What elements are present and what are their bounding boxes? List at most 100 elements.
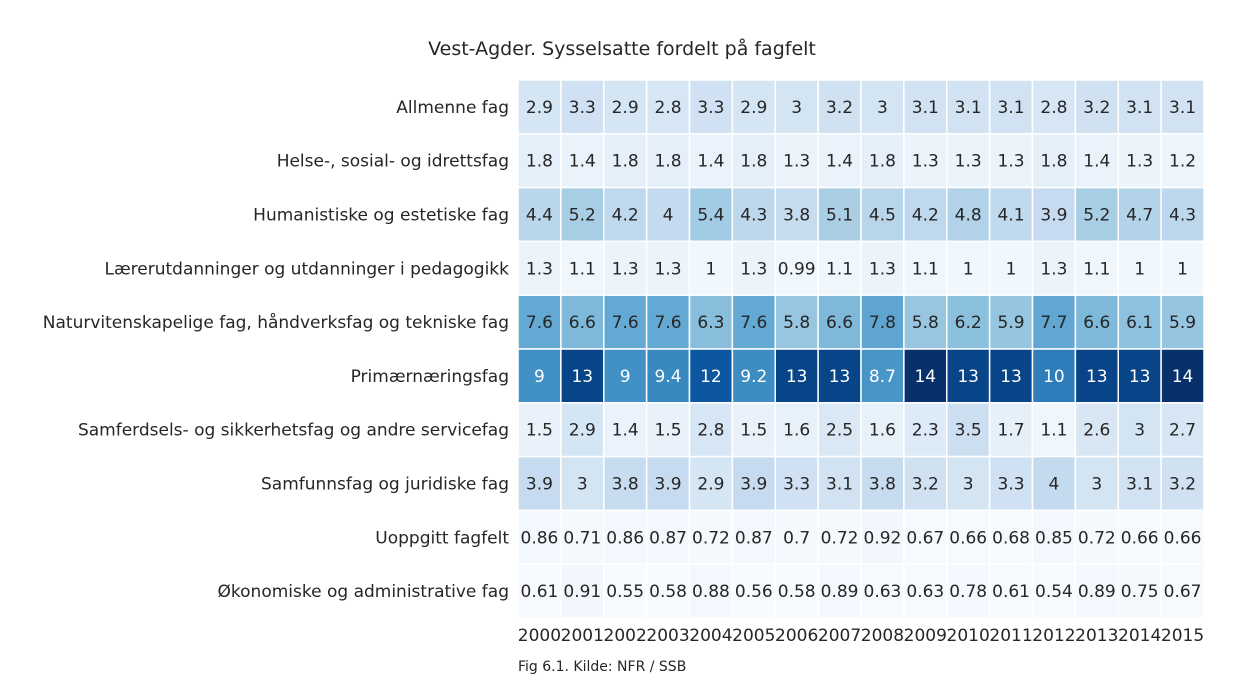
heatmap-cell xyxy=(517,79,562,135)
cell-value-label: 4.8 xyxy=(955,206,982,226)
cell-value-label: 0.72 xyxy=(821,528,859,548)
cell-value-label: 0.68 xyxy=(992,528,1030,548)
cell-value-label: 4.1 xyxy=(998,206,1025,226)
cell-value-label: 5.9 xyxy=(1169,313,1196,333)
heatmap-cell xyxy=(903,79,948,135)
cell-value-label: 6.6 xyxy=(569,313,596,333)
cell-value-label: 2.3 xyxy=(912,421,939,441)
cell-value-label: 3.3 xyxy=(998,475,1025,495)
heatmap-cell xyxy=(731,509,776,565)
cell-value-label: 2.8 xyxy=(655,98,682,118)
heatmap-cell xyxy=(731,563,776,619)
cell-value-label: 1.4 xyxy=(826,152,853,172)
cell-value-label: 0.63 xyxy=(864,582,902,602)
heatmap-cell xyxy=(1074,294,1119,350)
cell-value-label: 4.3 xyxy=(1169,206,1196,226)
cell-value-label: 14 xyxy=(914,367,936,387)
heatmap-cell xyxy=(603,563,648,619)
heatmap-cell xyxy=(903,294,948,350)
heatmap-cell xyxy=(946,509,991,565)
heatmap-cell xyxy=(688,240,734,296)
heatmap-cell xyxy=(645,455,691,512)
heatmap-cell xyxy=(688,294,734,350)
cell-value-label: 3.3 xyxy=(569,98,596,118)
heatmap-cell xyxy=(1160,294,1205,350)
heatmap-cell xyxy=(560,79,605,135)
cell-value-label: 0.91 xyxy=(563,582,601,602)
cell-value-label: 0.66 xyxy=(1164,528,1202,548)
cell-value-label: 1.4 xyxy=(569,152,596,172)
heatmap-cell xyxy=(1117,455,1162,512)
cell-value-label: 0.55 xyxy=(606,582,644,602)
heatmap-cell xyxy=(731,402,776,458)
column-label: 2011 xyxy=(989,626,1032,646)
cell-value-label: 1.3 xyxy=(783,152,810,172)
cell-value-label: 13 xyxy=(1129,367,1151,387)
heatmap-cell xyxy=(1074,509,1119,565)
cell-value-label: 4.2 xyxy=(912,206,939,226)
cell-value-label: 1.8 xyxy=(1040,152,1067,172)
cell-value-label: 1.3 xyxy=(740,259,767,279)
cell-value-label: 3.1 xyxy=(912,98,939,118)
cell-value-label: 1 xyxy=(963,259,974,279)
figure-caption: Fig 6.1. Kilde: NFR / SSB xyxy=(518,659,686,675)
cell-value-label: 3.1 xyxy=(1126,98,1153,118)
heatmap-cell xyxy=(603,133,648,189)
cell-value-label: 13 xyxy=(786,367,808,387)
cell-value-label: 1.8 xyxy=(655,152,682,172)
column-label: 2008 xyxy=(861,626,904,646)
row-label: Naturvitenskapelige fag, håndverksfag og… xyxy=(43,312,509,333)
column-label: 2007 xyxy=(818,626,861,646)
cell-value-label: 3.9 xyxy=(655,475,682,495)
cell-value-label: 4 xyxy=(1049,475,1060,495)
cell-value-label: 0.78 xyxy=(949,582,987,602)
cell-value-label: 1.3 xyxy=(526,259,553,279)
cell-value-label: 4.4 xyxy=(526,206,553,226)
cell-value-label: 3.2 xyxy=(912,475,939,495)
column-label: 2015 xyxy=(1161,626,1204,646)
cell-value-label: 1.5 xyxy=(526,421,553,441)
heatmap-cell xyxy=(517,563,562,619)
heatmap-cell xyxy=(946,563,991,619)
column-label: 2005 xyxy=(732,626,775,646)
cell-value-label: 4.5 xyxy=(869,206,896,226)
heatmap-cell xyxy=(774,402,819,458)
heatmap-cell xyxy=(1160,348,1205,404)
cell-value-label: 3.9 xyxy=(740,475,767,495)
cell-value-label: 1.4 xyxy=(612,421,639,441)
cell-value-label: 5.8 xyxy=(783,313,810,333)
cell-value-label: 1.4 xyxy=(697,152,724,172)
cell-value-label: 6.3 xyxy=(697,313,724,333)
heatmap-cell xyxy=(1031,133,1077,189)
cell-value-label: 2.8 xyxy=(697,421,724,441)
cell-value-label: 3 xyxy=(577,475,588,495)
heatmap-cell xyxy=(903,455,948,512)
heatmap-cell xyxy=(1160,402,1205,458)
cell-value-label: 9 xyxy=(620,367,631,387)
heatmap-cell xyxy=(988,294,1034,350)
heatmap-cell xyxy=(1160,79,1205,135)
cell-value-label: 0.75 xyxy=(1121,582,1159,602)
cell-value-label: 5.9 xyxy=(998,313,1025,333)
cell-value-label: 0.86 xyxy=(521,528,559,548)
cell-value-label: 0.66 xyxy=(1121,528,1159,548)
heatmap-cell xyxy=(988,79,1034,135)
cell-value-label: 3.8 xyxy=(783,206,810,226)
row-label: Primærnæringsfag xyxy=(351,367,509,387)
row-label: Lærerutdanninger og utdanninger i pedago… xyxy=(105,259,510,279)
cell-value-label: 0.58 xyxy=(778,582,816,602)
cell-value-label: 2.9 xyxy=(612,98,639,118)
cell-value-label: 0.88 xyxy=(692,582,730,602)
heatmap-cell xyxy=(860,294,905,350)
heatmap-cell xyxy=(688,186,734,243)
column-label: 2001 xyxy=(561,626,604,646)
cell-value-label: 1.8 xyxy=(740,152,767,172)
heatmap-cell xyxy=(988,563,1034,619)
heatmap-cell xyxy=(1117,294,1162,350)
heatmap-cell xyxy=(774,133,819,189)
cell-value-label: 5.2 xyxy=(569,206,596,226)
cell-value-label: 0.67 xyxy=(906,528,944,548)
row-labels: Allmenne fag Helse-, sosial- og idrettsfa… xyxy=(43,98,510,602)
heatmap-cell xyxy=(517,348,562,404)
